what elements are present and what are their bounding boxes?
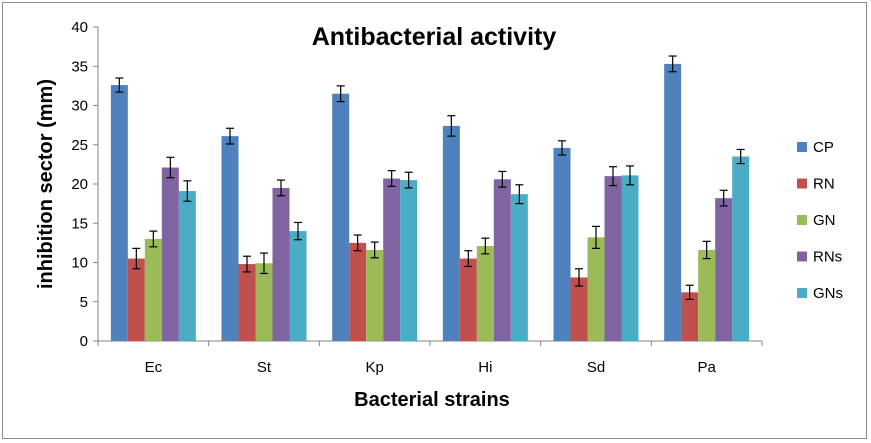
bar [442,125,460,341]
bar [255,263,273,341]
x-tick-label: St [257,359,272,376]
bar [272,187,290,341]
x-tick-label: Hi [478,359,492,376]
bar [366,249,384,341]
axes: 0 5 10 15 20 25 30 35 40 Ec St Kp Hi Sd Pa [71,19,763,376]
legend-swatch [797,142,807,152]
bar [681,292,699,341]
y-tick-label: 15 [71,215,88,232]
bar [400,180,418,341]
legend-swatch [797,251,807,262]
bar [476,246,494,341]
bar [510,194,528,341]
bar [144,238,162,341]
x-tick-label: Kp [365,359,383,376]
x-axis-label: Bacterial strains [354,389,510,411]
y-tick-label: 25 [71,137,88,154]
bar [110,85,128,341]
bar [178,191,196,341]
bar [493,179,511,341]
y-tick-label: 30 [71,98,88,115]
bar [127,258,145,341]
x-tick-label: Pa [697,359,716,376]
bar [238,264,256,341]
y-tick-label: 5 [80,294,88,311]
bar [349,242,367,341]
y-axis-label: inhibition sector (mm) [35,79,57,289]
bars-group [110,55,750,342]
bar [604,176,622,341]
legend-label: CP [813,139,834,156]
legend-label: GNs [813,285,843,302]
bar [221,136,239,341]
bar [664,63,682,342]
legend-label: RN [813,176,835,193]
legend: CP RN GN RNs GNs [797,139,843,302]
bar [715,198,733,341]
legend-swatch [797,288,807,298]
y-tick-label: 20 [71,176,88,193]
bar [383,178,401,341]
legend-label: RNs [813,249,842,266]
bar [621,175,639,341]
legend-swatch [797,215,807,225]
bar [698,249,716,341]
y-tick-label: 0 [80,333,88,350]
x-tick-label: Sd [587,359,605,376]
x-tick-label: Ec [145,359,163,376]
chart-title: Antibacterial activity [312,23,557,51]
bar [459,258,477,341]
bar [161,167,179,341]
bar [553,147,571,341]
legend-label: GN [813,212,836,229]
y-tick-label: 35 [71,58,88,75]
bar [289,231,307,341]
bar [587,237,605,341]
legend-swatch [797,178,807,189]
bar [570,277,588,341]
bar [332,93,350,341]
y-tick-label: 10 [71,255,88,272]
y-tick-label: 40 [71,19,88,36]
bar [732,156,750,341]
